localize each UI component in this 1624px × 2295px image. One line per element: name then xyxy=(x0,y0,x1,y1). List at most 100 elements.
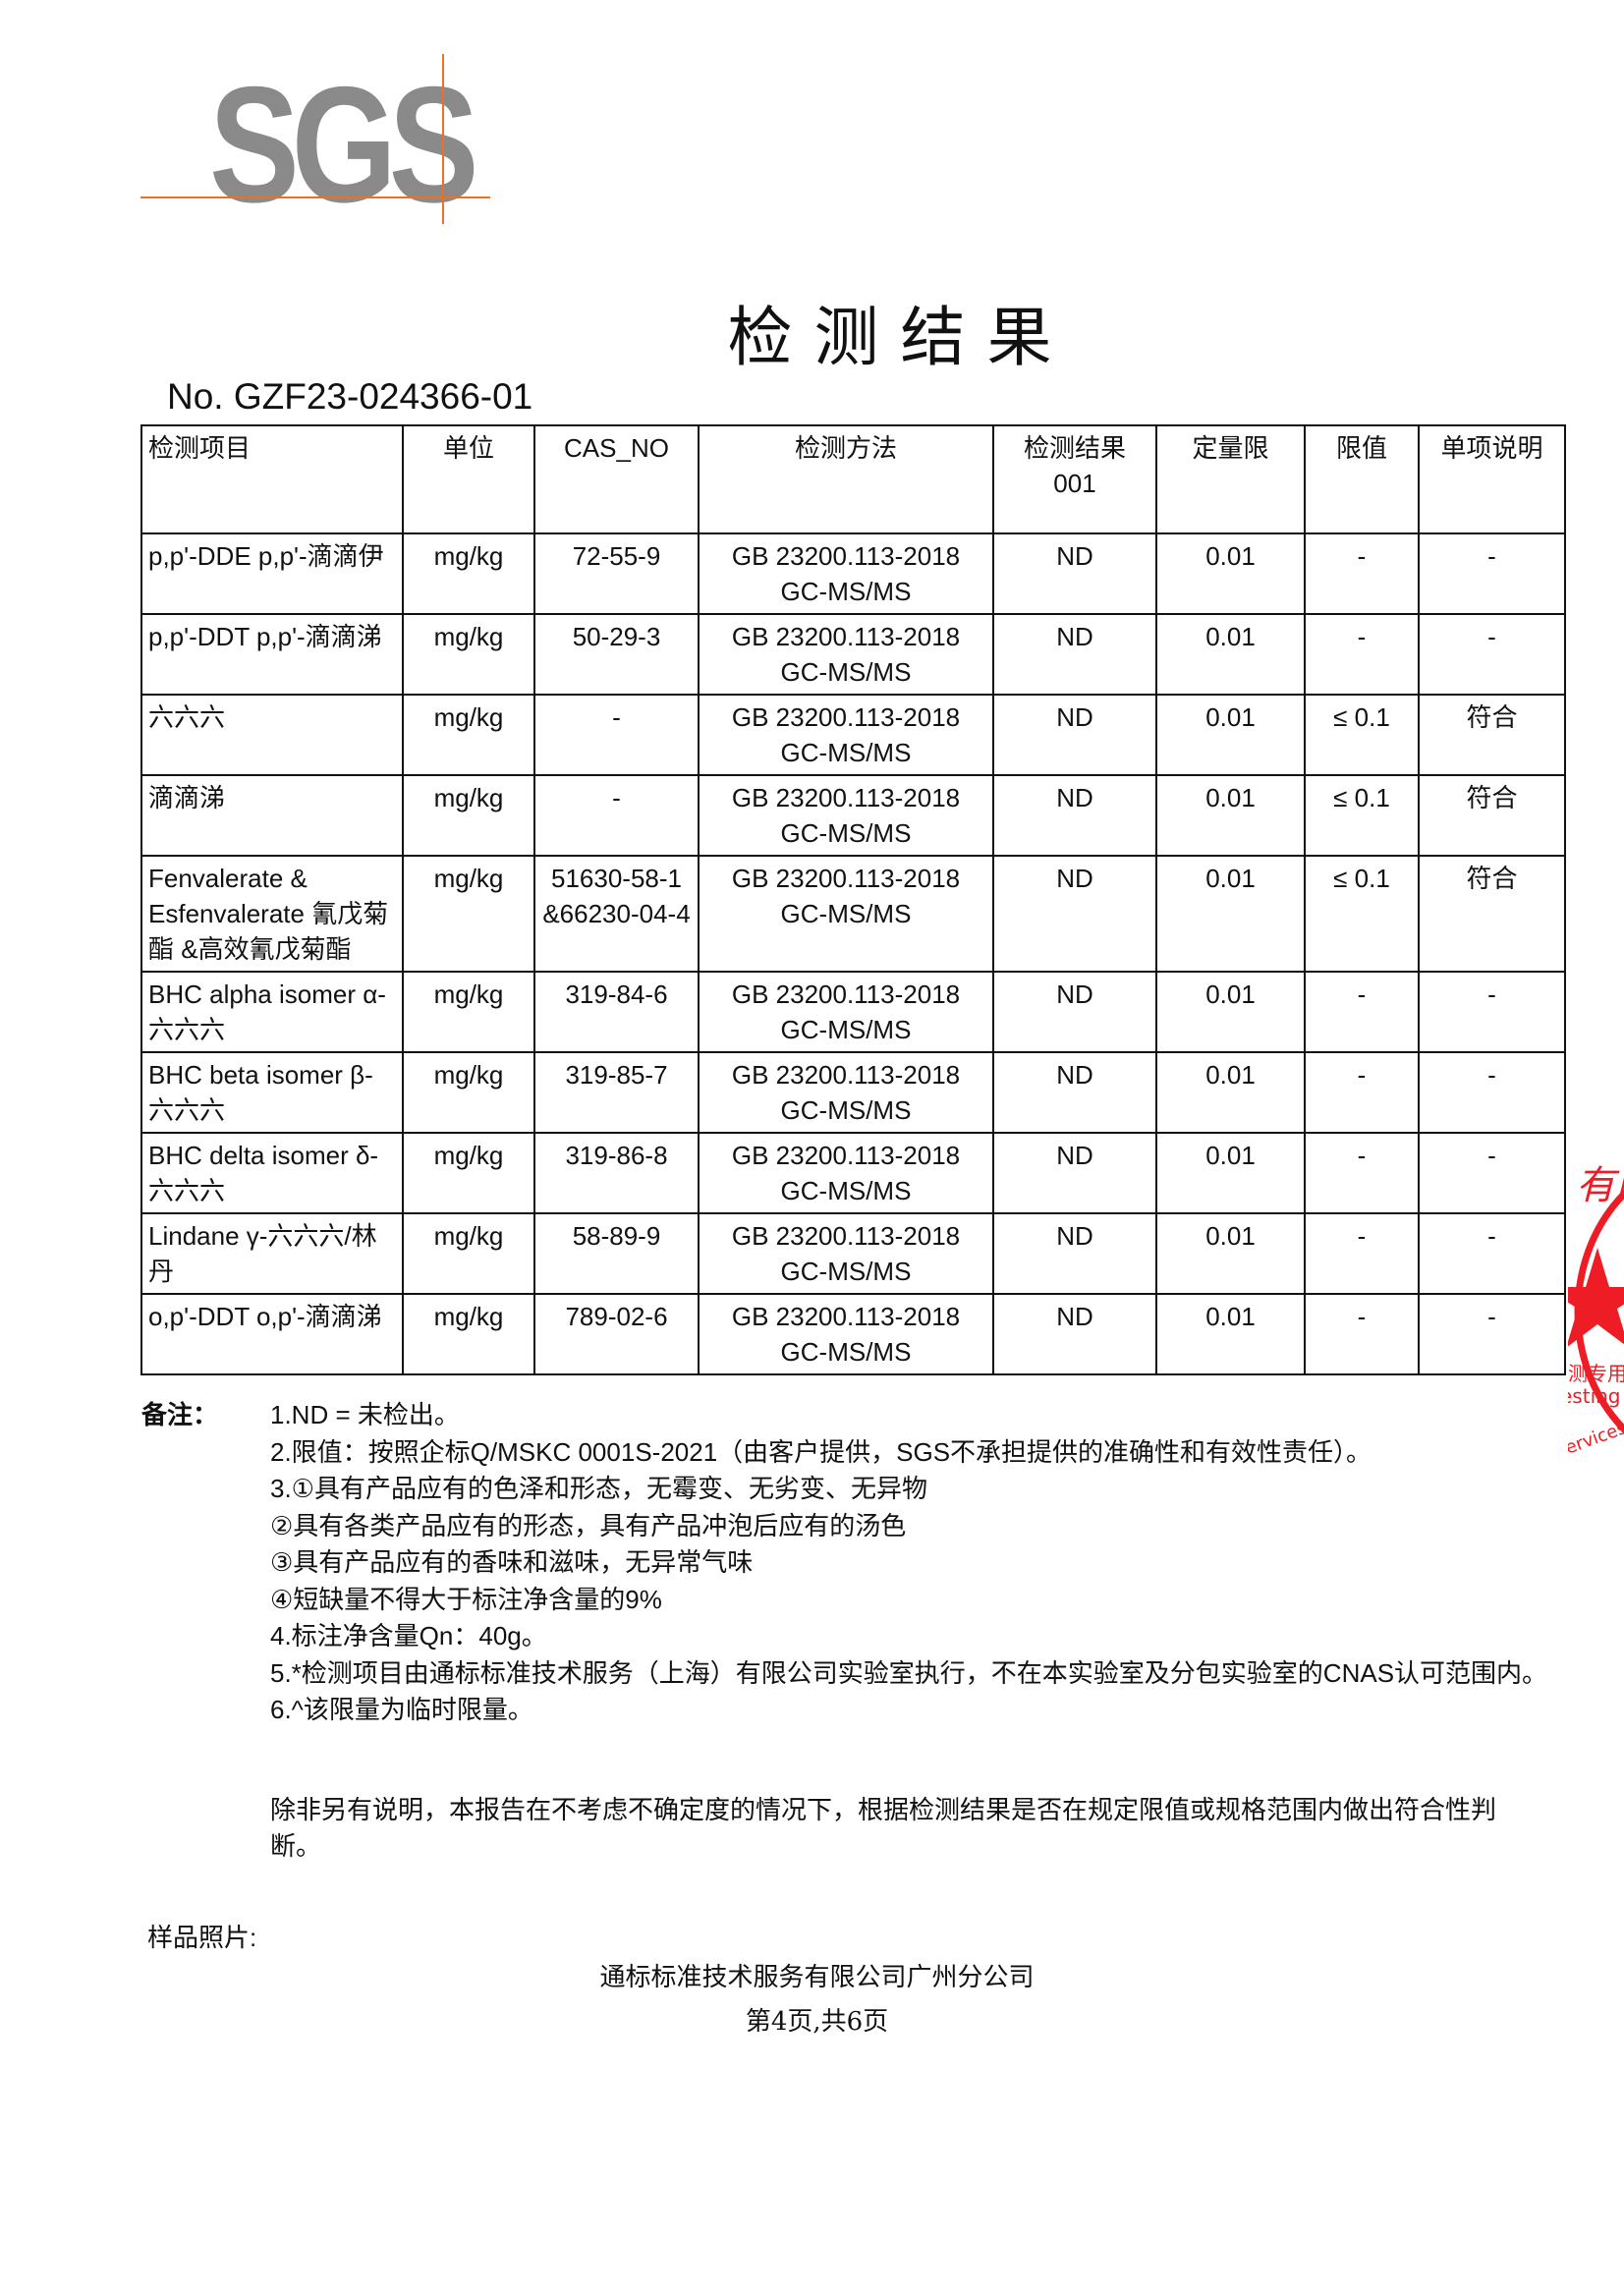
cell-lod: 0.01 xyxy=(1155,613,1306,696)
cell-conclusion: - xyxy=(1418,971,1566,1053)
cell-result: ND xyxy=(992,1293,1157,1375)
cell-cas-no: 319-86-8 xyxy=(533,1132,700,1214)
cell-test-item: p,p'-DDE p,p'-滴滴伊 xyxy=(140,532,404,615)
table-row: 滴滴涕 mg/kg - GB 23200.113-2018 GC-MS/MS ND 0.0… xyxy=(140,774,1566,857)
cell-conclusion: 符合 xyxy=(1418,855,1566,973)
cell-unit: mg/kg xyxy=(402,694,535,776)
cell-test-method: GB 23200.113-2018 GC-MS/MS xyxy=(698,613,994,696)
cell-test-method: GB 23200.113-2018 GC-MS/MS xyxy=(698,1132,994,1214)
cell-result: ND xyxy=(992,774,1157,857)
logo-vertical-line xyxy=(442,54,444,224)
cell-limit: - xyxy=(1304,1132,1420,1214)
cell-result: ND xyxy=(992,855,1157,973)
header-test-item: 检测项目 xyxy=(140,424,404,534)
remarks-label: 备注： xyxy=(141,1400,219,1429)
disclaimer: 除非另有说明，本报告在不考虑不确定度的情况下，根据检测结果是否在规定限值或规格范… xyxy=(270,1795,1497,1861)
cell-test-method: GB 23200.113-2018 GC-MS/MS xyxy=(698,971,994,1053)
cell-cas-no: 58-89-9 xyxy=(533,1212,700,1295)
sample-photo-label: 样品照片: xyxy=(147,1923,257,1952)
cell-limit: - xyxy=(1304,971,1420,1053)
cell-test-item: BHC beta isomer β-六六六 xyxy=(140,1051,404,1134)
svg-text:测专用: 测专用 xyxy=(1568,1362,1624,1385)
remark-item: 5.*检测项目由通标标准技术服务（上海）有限公司实验室执行，不在本实验室及分包实… xyxy=(270,1657,1548,1688)
cell-lod: 0.01 xyxy=(1155,1212,1306,1295)
logo-horizontal-line xyxy=(140,196,490,198)
cell-result: ND xyxy=(992,613,1157,696)
cell-lod: 0.01 xyxy=(1155,532,1306,615)
header-conclusion: 单项说明 xyxy=(1418,424,1566,534)
cell-test-method: GB 23200.113-2018 GC-MS/MS xyxy=(698,1212,994,1295)
cell-cas-no: 319-85-7 xyxy=(533,1051,700,1134)
cell-test-item: BHC delta isomer δ-六六六 xyxy=(140,1132,404,1214)
company-name: 通标标准技术服务有限公司广州分公司 xyxy=(599,1963,1035,1992)
cell-result: ND xyxy=(992,1051,1157,1134)
header-limit: 限值 xyxy=(1304,424,1420,534)
cell-lod: 0.01 xyxy=(1155,1293,1306,1375)
cell-limit: ≤ 0.1 xyxy=(1304,774,1420,857)
table-row: 六六六 mg/kg - GB 23200.113-2018 GC-MS/MS ND 0.0… xyxy=(140,694,1566,776)
cell-test-method: GB 23200.113-2018 GC-MS/MS xyxy=(698,694,994,776)
cell-unit: mg/kg xyxy=(402,1212,535,1295)
cell-limit: - xyxy=(1304,613,1420,696)
cell-limit: - xyxy=(1304,1051,1420,1134)
header-unit: 单位 xyxy=(402,424,535,534)
table-row: p,p'-DDE p,p'-滴滴伊 mg/kg 72-55-9 GB 23200.11… xyxy=(140,532,1566,615)
cell-lod: 0.01 xyxy=(1155,774,1306,857)
cell-conclusion: - xyxy=(1418,1293,1566,1375)
cell-conclusion: - xyxy=(1418,1132,1566,1214)
cell-test-item: 六六六 xyxy=(140,694,404,776)
page-number: 第4页,共6页 xyxy=(745,2007,889,2037)
sgs-logo: SGS xyxy=(140,54,494,227)
cell-unit: mg/kg xyxy=(402,855,535,973)
cell-limit: - xyxy=(1304,1293,1420,1375)
cell-test-item: BHC alpha isomer α-六六六 xyxy=(140,971,404,1053)
cell-lod: 0.01 xyxy=(1155,694,1306,776)
cell-cas-no: - xyxy=(533,694,700,776)
cell-result: ND xyxy=(992,971,1157,1053)
cell-cas-no: 319-84-6 xyxy=(533,971,700,1053)
cell-cas-no: - xyxy=(533,774,700,857)
table-row: p,p'-DDT p,p'-滴滴涕 mg/kg 50-29-3 GB 23200.11… xyxy=(140,613,1566,696)
cell-unit: mg/kg xyxy=(402,532,535,615)
cell-cas-no: 789-02-6 xyxy=(533,1293,700,1375)
cell-cas-no: 50-29-3 xyxy=(533,613,700,696)
cell-cas-no: 51630-58-1 &66230-04-4 xyxy=(533,855,700,973)
header-lod: 定量限 xyxy=(1155,424,1306,534)
cell-lod: 0.01 xyxy=(1155,1051,1306,1134)
table-row: o,p'-DDT o,p'-滴滴涕 mg/kg 789-02-6 GB 23200.1… xyxy=(140,1293,1566,1375)
cell-unit: mg/kg xyxy=(402,1293,535,1375)
remark-item: 3.①具有产品应有的色泽和形态，无霉变、无劣变、无异物 xyxy=(270,1474,927,1503)
header-cas-no: CAS_NO xyxy=(533,424,700,534)
cell-conclusion: 符合 xyxy=(1418,774,1566,857)
cell-limit: - xyxy=(1304,1212,1420,1295)
cell-limit: ≤ 0.1 xyxy=(1304,694,1420,776)
cell-test-item: Lindane γ-六六六/林丹 xyxy=(140,1212,404,1295)
cell-test-method: GB 23200.113-2018 GC-MS/MS xyxy=(698,774,994,857)
table-row: BHC delta isomer δ-六六六 mg/kg 319-86-8 GB 23… xyxy=(140,1132,1566,1214)
page-title: 检测结果 xyxy=(727,300,1074,375)
svg-text:有限公: 有限公 xyxy=(1576,1163,1624,1208)
company-seal-stamp: 有限公 测专用 esting S ervices Co xyxy=(1568,1140,1624,1483)
cell-lod: 0.01 xyxy=(1155,855,1306,973)
remark-item: ④短缺量不得大于标注净含量的9% xyxy=(270,1584,662,1614)
cell-result: ND xyxy=(992,1132,1157,1214)
cell-lod: 0.01 xyxy=(1155,1132,1306,1214)
cell-limit: - xyxy=(1304,532,1420,615)
table-row: Lindane γ-六六六/林丹 mg/kg 58-89-9 GB 23200.113… xyxy=(140,1212,1566,1295)
remark-item: ②具有各类产品应有的形态，具有产品冲泡后应有的汤色 xyxy=(270,1510,907,1540)
cell-cas-no: 72-55-9 xyxy=(533,532,700,615)
cell-limit: ≤ 0.1 xyxy=(1304,855,1420,973)
cell-test-item: p,p'-DDT p,p'-滴滴涕 xyxy=(140,613,404,696)
header-test-method: 检测方法 xyxy=(698,424,994,534)
remark-item: ③具有产品应有的香味和滋味，无异常气味 xyxy=(270,1547,754,1577)
cell-conclusion: - xyxy=(1418,613,1566,696)
cell-unit: mg/kg xyxy=(402,1051,535,1134)
cell-unit: mg/kg xyxy=(402,613,535,696)
cell-test-method: GB 23200.113-2018 GC-MS/MS xyxy=(698,855,994,973)
table-row: BHC alpha isomer α-六六六 mg/kg 319-84-6 GB 23… xyxy=(140,971,1566,1053)
svg-text:esting S: esting S xyxy=(1568,1384,1624,1408)
remark-item: 2.限值：按照企标Q/MSKC 0001S-2021（由客户提供，SGS不承担提… xyxy=(270,1436,1372,1467)
cell-unit: mg/kg xyxy=(402,971,535,1053)
cell-test-item: o,p'-DDT o,p'-滴滴涕 xyxy=(140,1293,404,1375)
cell-conclusion: 符合 xyxy=(1418,694,1566,776)
